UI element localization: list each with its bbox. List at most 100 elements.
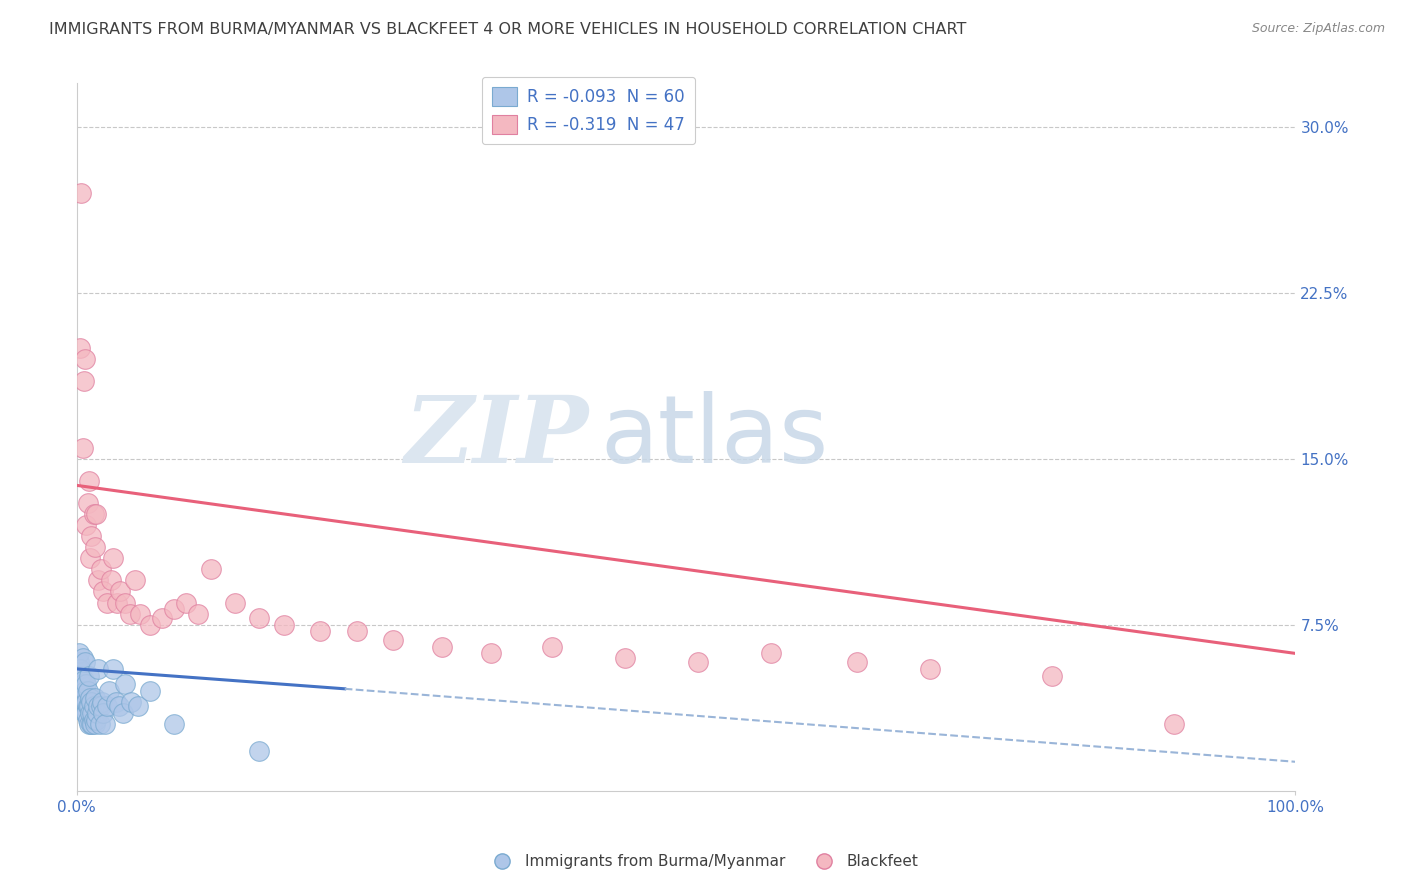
Point xyxy=(75,706,97,720)
Point xyxy=(80,529,103,543)
Point xyxy=(69,662,91,676)
Legend: R = -0.093  N = 60, R = -0.319  N = 47: R = -0.093 N = 60, R = -0.319 N = 47 xyxy=(482,77,695,144)
Point xyxy=(174,596,197,610)
Point xyxy=(67,647,90,661)
Point xyxy=(73,699,96,714)
Point xyxy=(84,507,107,521)
Point xyxy=(110,584,132,599)
Point xyxy=(76,699,98,714)
Point xyxy=(75,706,97,720)
Point xyxy=(1040,668,1063,682)
Point xyxy=(70,695,93,709)
Point xyxy=(73,375,96,389)
Point xyxy=(75,677,97,691)
Point xyxy=(87,662,110,676)
Point xyxy=(83,507,105,521)
Point xyxy=(66,662,89,676)
Point xyxy=(120,695,142,709)
Point xyxy=(79,690,101,705)
Point xyxy=(72,690,94,705)
Point xyxy=(111,706,134,720)
Point xyxy=(96,596,118,610)
Point xyxy=(96,699,118,714)
Point xyxy=(382,633,405,648)
Point xyxy=(72,699,94,714)
Point xyxy=(91,695,114,709)
Point xyxy=(93,584,115,599)
Point xyxy=(187,607,209,621)
Point xyxy=(86,706,108,720)
Point xyxy=(688,655,710,669)
Point xyxy=(129,607,152,621)
Point xyxy=(89,717,111,731)
Point xyxy=(84,713,107,727)
Point xyxy=(101,662,124,676)
Point xyxy=(479,647,502,661)
Point xyxy=(200,562,222,576)
Point xyxy=(83,717,105,731)
Point xyxy=(120,607,142,621)
Point xyxy=(76,713,98,727)
Point xyxy=(69,341,91,355)
Point xyxy=(273,617,295,632)
Point xyxy=(73,690,96,705)
Point xyxy=(114,677,136,691)
Point xyxy=(83,713,105,727)
Point xyxy=(247,744,270,758)
Point xyxy=(69,684,91,698)
Point xyxy=(76,496,98,510)
Point xyxy=(138,617,160,632)
Point xyxy=(87,574,110,588)
Point xyxy=(224,596,246,610)
Point xyxy=(1163,717,1185,731)
Point xyxy=(918,662,941,676)
Point xyxy=(82,706,104,720)
Point xyxy=(93,717,115,731)
Point xyxy=(75,655,97,669)
Point xyxy=(761,647,783,661)
Point xyxy=(83,541,105,555)
Point xyxy=(75,352,97,367)
Point xyxy=(70,186,93,201)
Point xyxy=(163,717,186,731)
Point xyxy=(124,574,146,588)
Legend: Immigrants from Burma/Myanmar, Blackfeet: Immigrants from Burma/Myanmar, Blackfeet xyxy=(481,848,925,875)
Point xyxy=(127,699,149,714)
Text: ZIP: ZIP xyxy=(405,392,589,482)
Point xyxy=(75,695,97,709)
Point xyxy=(138,684,160,698)
Point xyxy=(93,706,115,720)
Point xyxy=(82,717,104,731)
Point xyxy=(75,518,97,533)
Point xyxy=(70,668,93,682)
Point xyxy=(83,690,105,705)
Point xyxy=(247,611,270,625)
Point xyxy=(346,624,368,639)
Point xyxy=(72,677,94,691)
Point xyxy=(72,441,94,455)
Point xyxy=(80,695,103,709)
Point xyxy=(77,474,100,488)
Point xyxy=(163,602,186,616)
Point xyxy=(75,684,97,698)
Text: IMMIGRANTS FROM BURMA/MYANMAR VS BLACKFEET 4 OR MORE VEHICLES IN HOUSEHOLD CORRE: IMMIGRANTS FROM BURMA/MYANMAR VS BLACKFE… xyxy=(49,22,966,37)
Point xyxy=(101,551,124,566)
Point xyxy=(104,695,127,709)
Point xyxy=(67,655,90,669)
Point xyxy=(845,655,868,669)
Point xyxy=(69,673,91,687)
Point xyxy=(80,717,103,731)
Point xyxy=(79,706,101,720)
Point xyxy=(90,562,112,576)
Point xyxy=(87,699,110,714)
Point xyxy=(72,650,94,665)
Point xyxy=(105,596,128,610)
Text: atlas: atlas xyxy=(600,391,830,483)
Point xyxy=(76,684,98,698)
Point xyxy=(614,650,637,665)
Point xyxy=(114,596,136,610)
Point xyxy=(541,640,564,654)
Point xyxy=(73,673,96,687)
Point xyxy=(98,684,121,698)
Point xyxy=(77,668,100,682)
